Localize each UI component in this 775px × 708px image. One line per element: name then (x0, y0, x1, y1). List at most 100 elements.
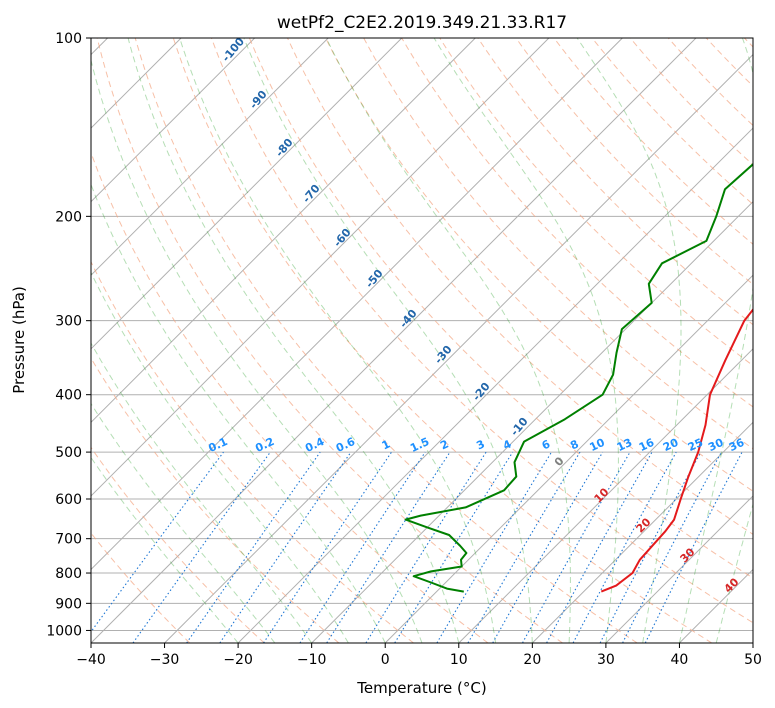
x-tick-label: 40 (671, 652, 689, 668)
mixing-ratio-line (186, 451, 321, 643)
mixing-ratio-label: 2 (438, 437, 450, 452)
moist-adiabat (179, 38, 497, 643)
mixing-ratio-line (572, 451, 677, 643)
moist-adiabat (127, 38, 460, 643)
moist-adiabat (91, 456, 239, 643)
mixing-ratio-line (365, 451, 487, 643)
mixing-ratio-label: 25 (686, 436, 705, 454)
moist-adiabat (91, 183, 386, 643)
dry-adiabat (363, 38, 753, 450)
isotherm (605, 495, 753, 643)
y-axis: 100 200 300 400 500 600 700 800 900 1000 (46, 31, 91, 639)
mixing-ratio-label: 16 (637, 436, 657, 454)
isotherm (237, 127, 753, 643)
moist-adiabat-label: 40 (722, 575, 742, 595)
mixing-ratio-line (436, 451, 552, 643)
dry-adiabat-label: -50 (363, 267, 386, 291)
x-tick-label: 20 (523, 652, 541, 668)
dry-adiabat (210, 38, 753, 624)
mixing-ratio-line (394, 451, 514, 643)
y-axis-label: Pressure (hPa) (10, 286, 28, 394)
background-lines (91, 38, 753, 643)
isotherm (91, 38, 697, 643)
x-tick-label: −30 (150, 652, 180, 668)
mixing-ratio-label: 4 (501, 437, 514, 452)
dry-adiabat-label: -30 (432, 343, 455, 367)
dry-adiabat (91, 446, 265, 643)
y-tick-label: 500 (55, 445, 82, 461)
dry-adiabat (325, 38, 753, 492)
moist-adiabat (243, 38, 533, 643)
isotherm (384, 274, 753, 643)
mixing-ratio-line (467, 451, 581, 643)
isotherm (91, 38, 403, 350)
temperature-trace (600, 308, 753, 593)
dry-adiabat (96, 38, 563, 643)
sounding-traces (404, 162, 753, 593)
isotherm (311, 200, 753, 643)
isotherm (91, 38, 550, 497)
dry-adiabat (401, 38, 753, 408)
moist-adiabat (678, 38, 753, 643)
x-tick-label: 30 (597, 652, 615, 668)
dry-adiabat-label: -10 (508, 415, 531, 439)
plot-frame (90, 37, 754, 644)
dry-adiabat (134, 38, 638, 643)
mixing-ratio-label: 8 (568, 437, 580, 452)
mixing-ratio-label: 20 (661, 436, 681, 454)
isotherm (531, 421, 753, 643)
y-tick-label: 700 (55, 532, 82, 548)
moist-adiabat (715, 502, 753, 643)
y-tick-label: 800 (55, 566, 82, 582)
mixing-ratio-label: 30 (706, 436, 726, 454)
moist-adiabat (91, 271, 349, 643)
mixing-ratio-label: 3 (474, 437, 486, 452)
y-tick-label: 100 (55, 31, 82, 47)
moist-adiabat (576, 38, 682, 643)
mixing-ratio-label: 10 (587, 436, 607, 454)
moist-adiabat (91, 342, 313, 643)
dry-adiabat (705, 38, 753, 87)
dry-adiabat (477, 38, 753, 326)
x-tick-label: −40 (76, 652, 106, 668)
moist-adiabat (91, 402, 276, 643)
y-tick-label: 900 (55, 596, 82, 612)
chart-title: wetPf2_C2E2.2019.349.21.33.R17 (277, 13, 567, 33)
mixing-ratio-label: 6 (540, 437, 553, 452)
mixing-ratio-line (546, 451, 653, 643)
x-tick-label: −10 (297, 652, 327, 668)
isotherm (752, 642, 753, 643)
dry-adiabat-label: 0 (552, 454, 567, 468)
x-axis: −40 −30 −20 −10 0 10 20 30 40 50 (76, 643, 762, 668)
x-tick-label: 0 (381, 652, 390, 668)
dry-adiabat (553, 38, 753, 245)
dry-adiabat (91, 151, 489, 643)
mixing-ratio-line (492, 451, 604, 643)
x-tick-label: 50 (744, 652, 762, 668)
isotherm (458, 348, 753, 643)
mixing-ratio-line (326, 451, 451, 643)
y-tick-label: 1000 (46, 623, 82, 639)
y-tick-label: 200 (55, 209, 82, 225)
isotherm (91, 38, 256, 203)
moist-adiabat (325, 38, 571, 643)
isotherm (91, 38, 623, 571)
dry-adiabat-label: -40 (397, 307, 420, 331)
moist-adiabat-label: 30 (678, 545, 698, 565)
y-tick-label: 400 (55, 388, 82, 404)
dry-adiabat-label: -90 (247, 88, 270, 112)
y-tick-label: 600 (55, 492, 82, 508)
dry-adiabat-label: -60 (331, 226, 354, 250)
mixing-ratio-label: 13 (615, 436, 634, 454)
mixing-ratio-line (644, 451, 743, 643)
dry-adiabat (591, 38, 753, 205)
dry-adiabat (91, 532, 191, 643)
dry-adiabat (248, 38, 753, 579)
isotherm (91, 38, 329, 276)
x-tick-label: 10 (450, 652, 468, 668)
y-tick-label: 300 (55, 314, 82, 330)
dry-adiabat (91, 260, 414, 643)
moist-adiabat (91, 58, 423, 643)
line-labels: 0.1 0.2 0.4 0.6 1 1.5 2 3 4 6 8 10 13 16 20 25 30 36-100-… (206, 35, 746, 596)
